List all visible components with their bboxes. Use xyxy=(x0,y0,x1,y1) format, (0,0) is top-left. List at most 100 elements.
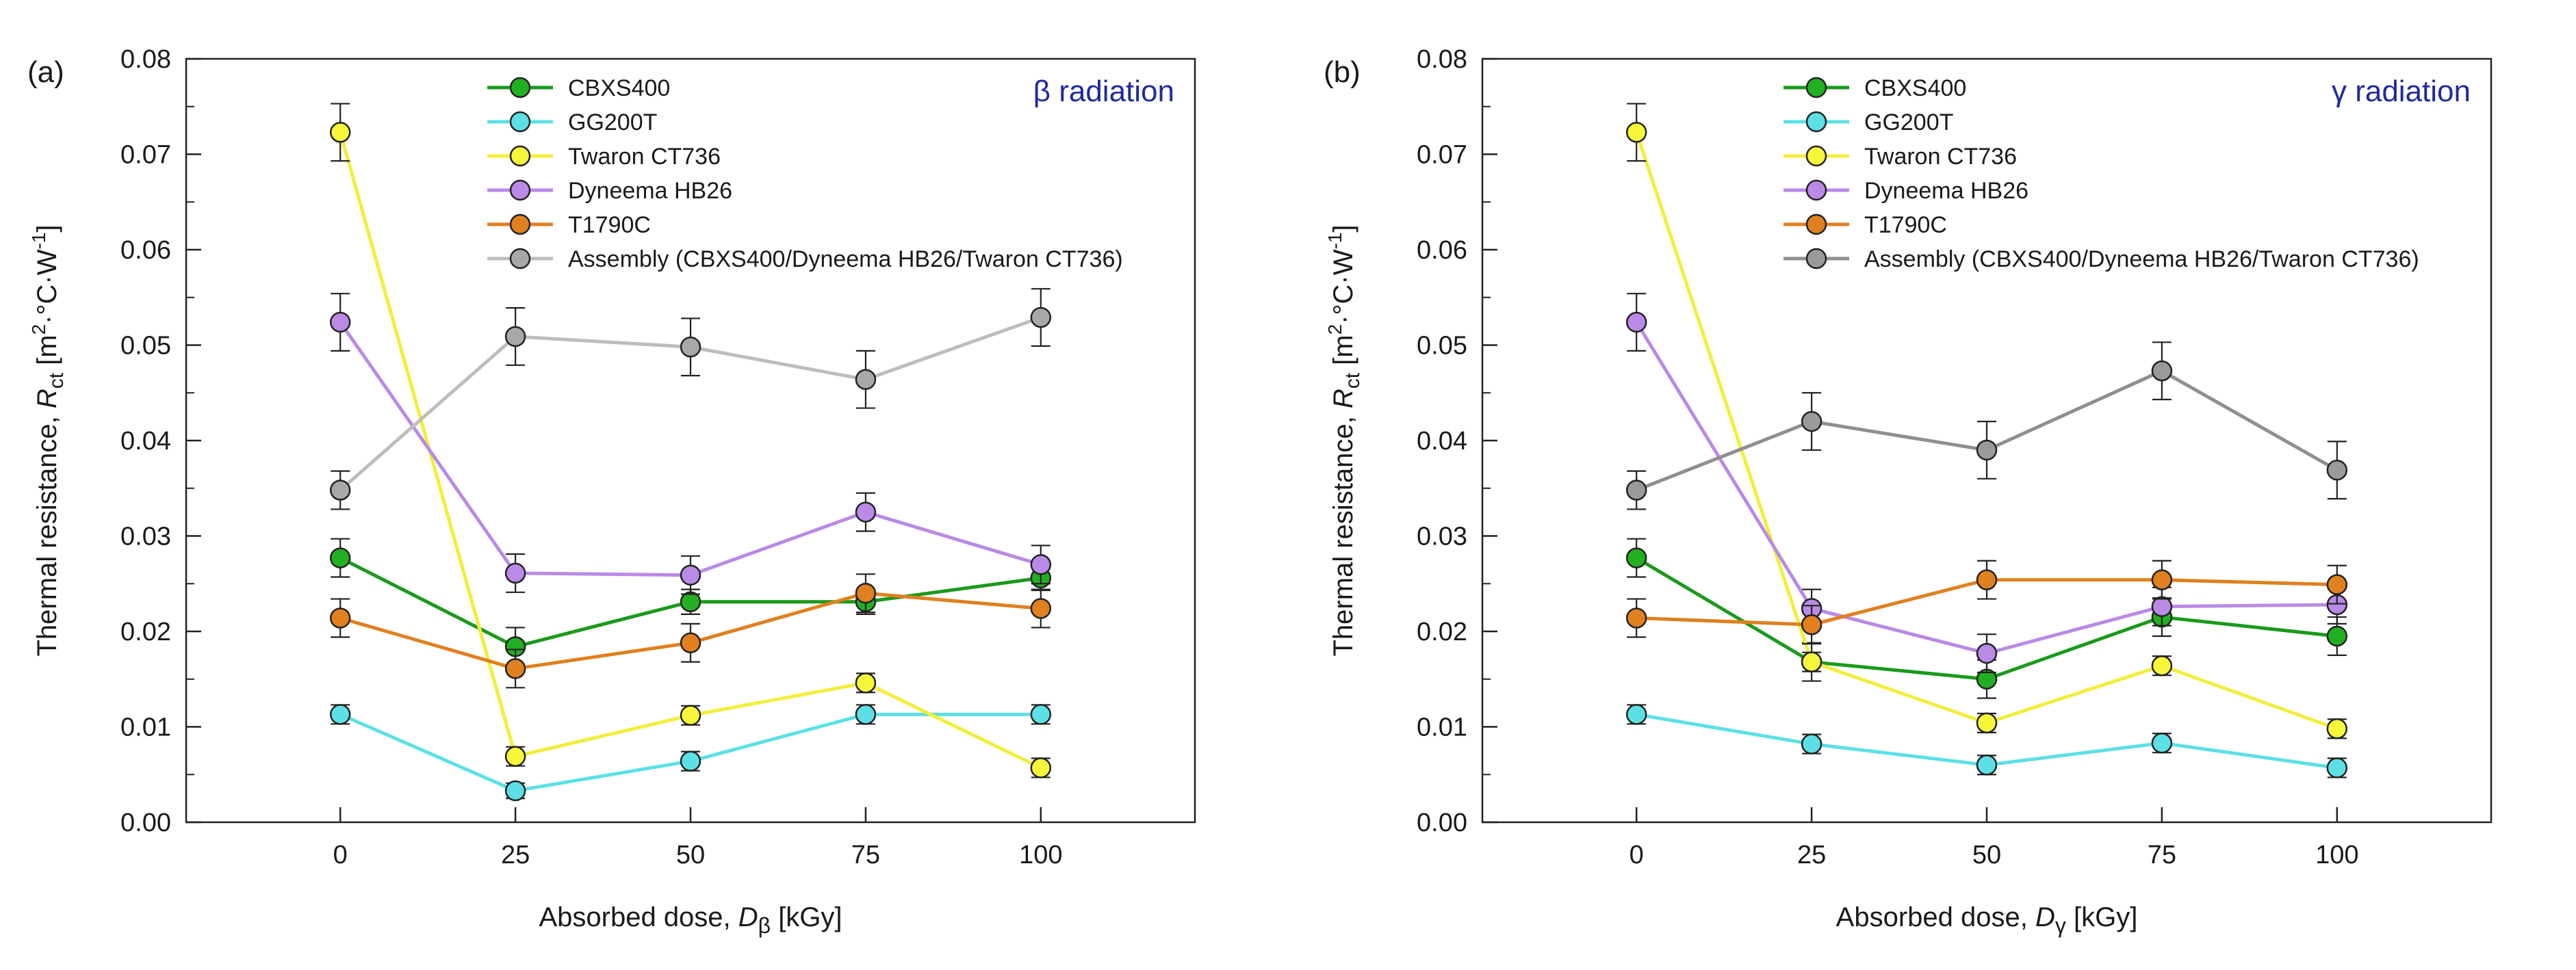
data-point xyxy=(1030,757,1052,778)
y-tick-label: 0.04 xyxy=(1417,427,1467,456)
data-point xyxy=(1625,122,1647,143)
x-axis-title: Absorbed dose, Dγ [kGy] xyxy=(1836,902,2138,938)
y-tick-label: 0.01 xyxy=(1417,713,1467,742)
y-tick-label: 0.02 xyxy=(1417,618,1467,646)
data-point xyxy=(855,672,877,694)
y-tick-label: 0.00 xyxy=(1417,809,1467,837)
panel-label: (a) xyxy=(27,55,64,89)
legend-marker xyxy=(509,213,531,235)
data-point xyxy=(1976,712,1998,734)
data-point xyxy=(329,480,351,501)
legend-marker xyxy=(1805,248,1827,270)
y-tick-label: 0.08 xyxy=(120,45,171,74)
data-point xyxy=(2326,757,2348,778)
x-axis-title-suffix: [kGy] xyxy=(771,902,842,932)
legend-marker xyxy=(509,145,531,167)
data-point xyxy=(329,122,351,143)
legend-marker xyxy=(509,77,531,99)
legend-marker xyxy=(1805,145,1827,167)
y-tick-label: 0.07 xyxy=(1417,141,1467,170)
legend-marker xyxy=(509,179,531,201)
x-tick-label: 0 xyxy=(1630,841,1644,869)
data-point xyxy=(1801,651,1822,672)
x-tick-label: 75 xyxy=(851,841,880,869)
series-twaron xyxy=(329,103,1052,778)
x-axis-title-prefix: Absorbed dose, xyxy=(539,902,738,932)
y-axis-title-subscript: ct xyxy=(1341,372,1364,389)
y-tick-label: 0.06 xyxy=(1417,236,1467,265)
legend-label: Assembly (CBXS400/Dyneema HB26/Twaron CT… xyxy=(568,246,1123,272)
data-point xyxy=(329,704,351,725)
data-point xyxy=(1030,598,1052,619)
legend-label: Twaron CT736 xyxy=(1864,144,2017,170)
data-point xyxy=(680,632,701,653)
y-axis-title: Thermal resistance, Rct [m2·°C·W-1] xyxy=(1324,224,1364,656)
data-point xyxy=(1976,642,1998,664)
data-point xyxy=(1030,306,1052,328)
x-axis-title-subscript: γ xyxy=(2055,913,2066,938)
legend-label: GG200T xyxy=(1864,109,1953,135)
x-tick-label: 50 xyxy=(676,841,705,869)
legend-marker xyxy=(1805,179,1827,201)
data-point xyxy=(2151,569,2173,590)
x-tick-label: 100 xyxy=(2315,841,2358,869)
y-axis-title: Thermal resistance, Rct [m2·°C·W-1] xyxy=(28,224,68,656)
y-tick-label: 0.03 xyxy=(120,523,171,551)
x-axis-title-symbol: D xyxy=(738,902,758,932)
data-point xyxy=(1625,607,1647,629)
data-point xyxy=(1801,410,1822,432)
legend-label: Assembly (CBXS400/Dyneema HB26/Twaron CT… xyxy=(1864,246,2419,272)
data-point xyxy=(680,705,701,726)
radiation-annotation: β radiation xyxy=(1033,75,1174,108)
data-point xyxy=(504,746,526,767)
y-axis-title-symbol: R xyxy=(32,389,62,408)
data-point xyxy=(2326,574,2348,595)
series-twaron xyxy=(1625,103,2348,739)
x-tick-label: 0 xyxy=(333,841,348,869)
data-point xyxy=(2326,459,2348,481)
data-point xyxy=(680,750,701,772)
y-axis-title-symbol: R xyxy=(1328,389,1358,408)
data-point xyxy=(1625,480,1647,501)
data-point xyxy=(680,564,701,586)
radiation-annotation: γ radiation xyxy=(2332,75,2471,108)
x-axis-title-prefix: Absorbed dose, xyxy=(1836,902,2035,932)
x-tick-label: 25 xyxy=(1797,841,1826,869)
y-axis-title-prefix: Thermal resistance, xyxy=(32,408,62,656)
legend-label: CBXS400 xyxy=(568,75,670,101)
data-point xyxy=(329,311,351,333)
y-axis-title-prefix: Thermal resistance, xyxy=(1328,408,1358,656)
chart-panel-a: 0.00 0.01 0.02 0.03 0.04 0.05 0.06 0.07 0.08 0 25 5… xyxy=(27,45,1196,938)
y-axis-title-unit: ·°C·W xyxy=(32,249,62,324)
data-point xyxy=(504,326,526,348)
x-tick-label: 75 xyxy=(2148,841,2176,869)
legend: CBXS400 GG200T Twaron CT736 Dyneema HB26 T17… xyxy=(487,75,1123,272)
data-point xyxy=(504,780,526,802)
y-axis-title-unit: ·°C·W xyxy=(1328,249,1358,324)
legend-marker xyxy=(1805,213,1827,235)
y-axis-title-superscript: -1 xyxy=(28,233,49,250)
y-tick-label: 0.06 xyxy=(120,236,171,265)
y-tick-label: 0.00 xyxy=(120,809,171,837)
legend-label: T1790C xyxy=(568,212,651,238)
y-tick-label: 0.01 xyxy=(120,713,171,742)
y-axis-title-superscript: 2 xyxy=(28,324,49,335)
data-point xyxy=(2151,655,2173,677)
x-axis-title: Absorbed dose, Dβ [kGy] xyxy=(539,902,842,938)
data-point xyxy=(1801,733,1822,755)
data-point xyxy=(855,582,877,604)
y-axis-title-unit: ] xyxy=(32,224,62,232)
series-gg200t xyxy=(1625,704,2348,778)
series-assembly xyxy=(1625,341,2348,510)
x-tick-label: 50 xyxy=(1972,841,2001,869)
y-tick-label: 0.07 xyxy=(120,141,171,170)
y-axis-title-unit: [m xyxy=(1328,335,1358,373)
data-point xyxy=(504,658,526,679)
x-tick-label: 100 xyxy=(1019,841,1062,869)
data-point xyxy=(2151,360,2173,382)
data-point xyxy=(1625,704,1647,725)
data-point xyxy=(1976,439,1998,461)
data-point xyxy=(855,704,877,725)
